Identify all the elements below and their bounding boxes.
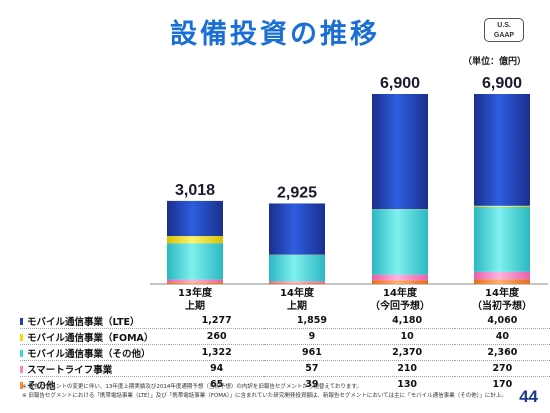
category-label-line1: 14年度 [383, 288, 417, 299]
bar-segment-lte-0 [167, 200, 223, 237]
badge-line1: U.S. [497, 22, 511, 29]
legend-swatch [20, 365, 23, 373]
category-label-0: 13年度上期 [140, 287, 250, 313]
bar-total-label-1: 2,925 [277, 184, 317, 201]
table-row-foma: モバイル通信事業（FOMA） 260 9 10 40 [20, 329, 550, 345]
data-table: モバイル通信事業（LTE） 1,277 1,859 4,180 4,060 モバイル通信事… [20, 313, 550, 392]
legend-label: モバイル通信事業（FOMA） [27, 332, 154, 344]
table-cell-others-0: 65 [210, 379, 224, 390]
table-cell-lte-1: 1,859 [296, 315, 327, 326]
legend-label: スマートライフ事業 [27, 364, 113, 376]
table-cell-others-2: 130 [397, 379, 418, 390]
category-label-line1: 13年度 [178, 288, 212, 299]
table-row-others: その他 65 39 130 170 [20, 377, 550, 393]
bar-total-label-0: 3,018 [175, 182, 215, 199]
category-label-line1: 14年度 [280, 288, 314, 299]
category-label-line2: 上期 [185, 301, 205, 312]
bar-segment-other_mobile-0 [167, 243, 223, 280]
bar-segment-other_mobile-2 [372, 209, 428, 275]
bar-segment-smartlife-2 [372, 274, 428, 281]
footnote-2: ※ 旧報告セグメントにおける「携帯電話事業（LTE）」及び「携帯電話事業（FOM… [22, 393, 507, 399]
bar-segment-lte-2 [372, 94, 428, 210]
bar-segment-foma-3 [474, 205, 530, 207]
series-label: スマートライフ事業 [20, 361, 169, 377]
bar-total-label-3: 6,900 [482, 75, 522, 92]
legend-label: モバイル通信事業（LTE） [27, 316, 140, 328]
table-cell-lte-0: 1,277 [201, 315, 232, 326]
bar-total-label-2: 6,900 [380, 75, 420, 92]
category-label-line2: 上期 [287, 301, 307, 312]
category-label-3: 14年度 （当初予想） [447, 287, 550, 313]
table-row-lte: モバイル通信事業（LTE） 1,277 1,859 4,180 4,060 [20, 313, 550, 329]
table-cell-other_mobile-3: 2,360 [487, 347, 518, 358]
page-title: 設備投資の推移 [170, 19, 380, 50]
table-cell-others-3: 170 [492, 379, 513, 390]
table-cell-other_mobile-2: 2,370 [392, 347, 423, 358]
table-cell-smartlife-0: 94 [210, 363, 224, 374]
table-cell-smartlife-1: 57 [305, 363, 319, 374]
accounting-standard-badge: U.S. GAAP [484, 18, 524, 42]
bar-segment-others-3 [474, 279, 530, 284]
table-cell-smartlife-2: 210 [397, 363, 418, 374]
table-cell-others-1: 39 [305, 379, 319, 390]
series-label: モバイル通信事業（FOMA） [20, 329, 169, 345]
bar-segment-lte-3 [474, 94, 530, 206]
bar-segment-other_mobile-3 [474, 206, 530, 272]
page-number: 44 [519, 387, 538, 406]
series-label: モバイル通信事業（その他） [20, 345, 169, 361]
category-label-1: 14年度上期 [242, 287, 352, 313]
table-cell-lte-3: 4,060 [487, 315, 518, 326]
unit-label: （単位：億円） [462, 57, 526, 67]
legend-swatch [20, 381, 23, 389]
table-cell-other_mobile-1: 961 [301, 347, 322, 358]
legend-label: その他 [27, 380, 56, 392]
table-cell-other_mobile-0: 1,322 [201, 347, 232, 358]
bar-segment-others-1 [269, 282, 325, 284]
table-cell-foma-3: 40 [495, 331, 509, 342]
category-label-line2: （当初予想） [472, 301, 532, 312]
table-row-other_mobile: モバイル通信事業（その他） 1,322 961 2,370 2,360 [20, 345, 550, 361]
table-cell-lte-2: 4,180 [392, 315, 423, 326]
bar-segment-smartlife-1 [269, 281, 325, 283]
table-cell-foma-2: 10 [400, 331, 414, 342]
legend-swatch [20, 349, 23, 357]
table-cell-foma-0: 260 [206, 331, 227, 342]
bar-segment-others-2 [372, 280, 428, 284]
bar-segment-smartlife-3 [474, 271, 530, 280]
table-row-smartlife: スマートライフ事業 94 57 210 270 [20, 361, 550, 377]
category-label-line2: （今回予想） [370, 301, 430, 312]
bar-segment-lte-1 [269, 203, 325, 255]
badge-line2: GAAP [493, 32, 515, 39]
legend-swatch [20, 317, 23, 325]
bar-segment-smartlife-0 [167, 279, 223, 283]
series-label: その他 [20, 377, 169, 393]
legend-label: モバイル通信事業（その他） [27, 348, 151, 360]
bar-segment-other_mobile-1 [269, 254, 325, 282]
table-cell-smartlife-3: 270 [492, 363, 513, 374]
category-label-2: 14年度 （今回予想） [345, 287, 455, 313]
series-label: モバイル通信事業（LTE） [20, 313, 169, 329]
legend-swatch [20, 333, 23, 341]
table-cell-foma-1: 9 [308, 331, 316, 342]
footnote-1: ※ 報告セグメントの変更に伴い、13年度上期実績及び2014年度通期予想（当初予… [22, 384, 362, 390]
bar-segment-foma-0 [167, 236, 223, 244]
category-label-line1: 14年度 [485, 288, 519, 299]
bar-segment-others-0 [167, 282, 223, 284]
